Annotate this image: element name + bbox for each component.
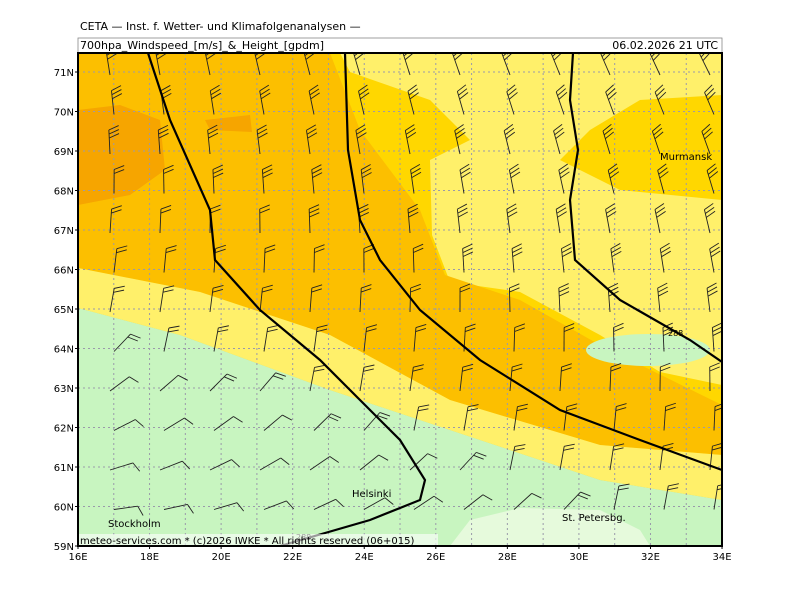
lon-label: 34E <box>713 552 732 563</box>
place-label: St. Petersbg. <box>562 513 626 524</box>
lon-label: 16E <box>68 552 87 563</box>
lat-label: 69N <box>54 147 74 158</box>
lat-label: 63N <box>54 384 74 395</box>
lon-label: 28E <box>498 552 517 563</box>
lat-label: 62N <box>54 424 74 435</box>
lat-label: 70N <box>54 108 74 119</box>
lat-label: 68N <box>54 187 74 198</box>
contour-label: 288 <box>668 329 683 338</box>
lon-label: 32E <box>641 552 660 563</box>
map-area: 288 288 Murmansk Helsinki Stockholm St. … <box>78 45 728 547</box>
institute-title: CETA — Inst. f. Wetter- und Klimafolgena… <box>80 20 361 33</box>
lon-label: 24E <box>355 552 374 563</box>
lon-label: 30E <box>569 552 588 563</box>
product-title: 700hpa_Windspeed_[m/s]_&_Height_[gpdm] <box>80 39 324 52</box>
lon-label: 20E <box>212 552 231 563</box>
lon-label: 26E <box>426 552 445 563</box>
lat-label: 60N <box>54 503 74 514</box>
lat-label: 66N <box>54 266 74 277</box>
valid-time: 06.02.2026 21 UTC <box>612 39 718 52</box>
lon-label: 22E <box>283 552 302 563</box>
place-label: Stockholm <box>108 519 161 530</box>
lat-label: 64N <box>54 345 74 356</box>
place-label: Helsinki <box>352 489 391 500</box>
lat-label: 67N <box>54 226 74 237</box>
wind-band <box>586 334 710 366</box>
place-label: Murmansk <box>660 152 712 163</box>
lat-label: 71N <box>54 68 74 79</box>
lat-label: 61N <box>54 463 74 474</box>
lat-label: 65N <box>54 305 74 316</box>
lon-label: 18E <box>140 552 159 563</box>
